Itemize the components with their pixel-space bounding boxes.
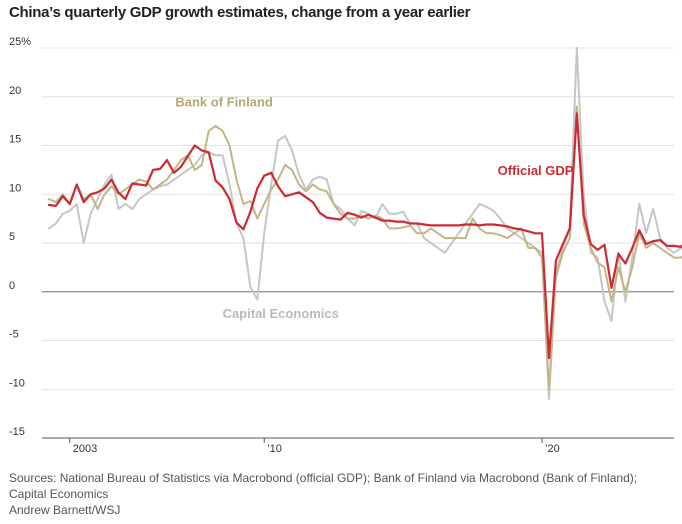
label-official-gdp: Official GDP [498, 163, 574, 178]
series-line-bank-of-finland [47, 105, 682, 391]
y-tick-label: 25% [9, 36, 31, 48]
series-line-official-gdp [47, 112, 682, 360]
sources-note: Sources: National Bureau of Statistics v… [9, 471, 638, 485]
x-tick-label: 2003 [73, 443, 97, 455]
series-official-gdp [47, 112, 682, 360]
label-bank-of-finland: Bank of Finland [175, 95, 273, 110]
sources-note-continued: Capital Economics [9, 487, 109, 501]
y-tick-label: -5 [9, 329, 19, 341]
y-tick-label: 0 [9, 280, 15, 292]
y-tick-label: -10 [9, 377, 25, 389]
chart-title: China’s quarterly GDP growth estimates, … [9, 4, 471, 21]
x-tick-label: ’10 [267, 443, 282, 455]
y-tick-label: 15 [9, 134, 21, 146]
y-tick-label: -15 [9, 426, 25, 438]
y-axis-tick-labels: 25% 20 15 10 5 0 -5 -10 -15 [9, 36, 31, 438]
y-tick-label: 5 [9, 231, 15, 243]
label-capital-economics: Capital Economics [223, 306, 339, 321]
series-lines [47, 47, 682, 400]
chart-footer: Sources: National Bureau of Statistics v… [9, 470, 669, 518]
y-tick-label: 20 [9, 85, 21, 97]
series-annotations: Bank of Finland Official GDP Capital Econo… [175, 95, 573, 322]
credit-line: Andrew Barnett/WSJ [9, 503, 121, 517]
y-tick-label: 10 [9, 182, 21, 194]
series-bank-of-finland [47, 105, 682, 391]
x-tick-label: ’20 [545, 443, 560, 455]
series-line-capital-economics [47, 47, 682, 400]
x-axis: 2003 ’10 ’20 [42, 437, 674, 455]
